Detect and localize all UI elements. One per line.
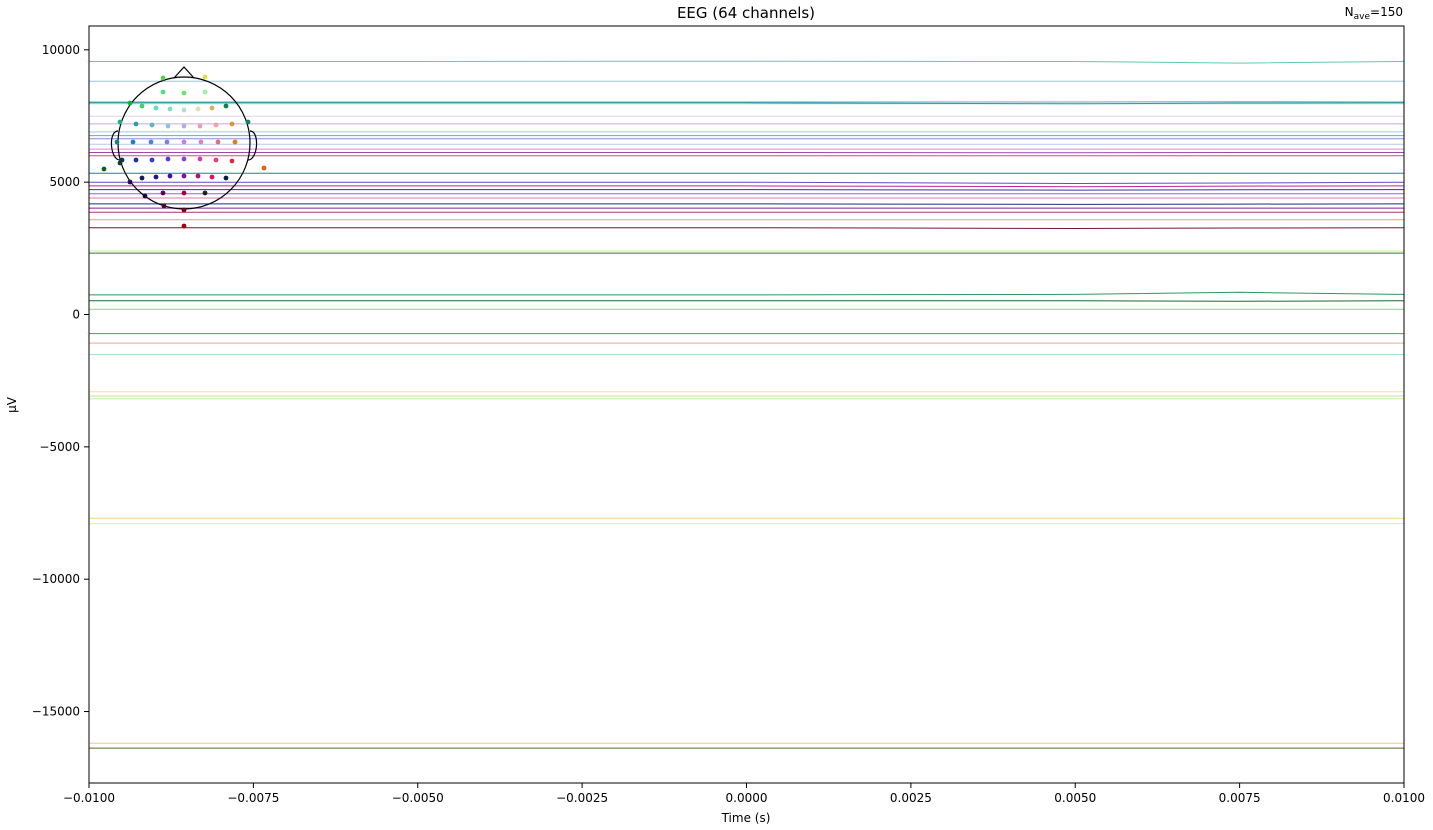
nave-suffix: =150 [1370,5,1403,19]
electrode-dot [198,139,204,145]
electrode-dot [181,139,187,145]
electrode-dot [160,75,166,81]
y-tick-label: 0 [72,308,80,322]
electrode-dot [197,123,203,129]
x-tick-label: −0.0025 [556,791,608,805]
y-axis-ticks: 10000 5000 0 −5000 −10000 −15000 [32,43,89,719]
electrode-dot [202,190,208,196]
electrode-dot [195,106,201,112]
x-tick-label: 0.0050 [1054,791,1096,805]
electrode-dot [153,174,159,180]
electrode-dot [127,179,133,185]
y-axis-label: μV [5,396,19,413]
electrode-dot [213,157,219,163]
y-tick-label: 10000 [42,43,80,57]
electrode-dot [202,74,208,80]
electrode-dot [117,160,123,166]
left-ear-outline [110,130,121,161]
electrode-dot [202,89,208,95]
electrode-dot [181,190,187,196]
electrode-dot [229,158,235,164]
nave-annotation: Nave=150 [1345,5,1403,22]
electrode-dot [213,122,219,128]
electrode-dot [181,90,187,96]
x-tick-label: 0.0025 [890,791,932,805]
electrode-dot [139,103,145,109]
channel-trace-21 [89,203,1404,205]
electrode-dot [127,100,133,106]
x-tick-label: −0.0075 [227,791,279,805]
electrode-dot [149,122,155,128]
channel-trace-16 [89,181,1404,185]
chart-title: EEG (64 channels) [677,4,815,22]
electrode-dot [197,156,203,162]
channel-trace-29 [89,300,1404,302]
x-tick-label: 0.0075 [1219,791,1261,805]
electrode-dot [181,207,187,213]
electrode-dot [245,119,251,125]
channel-trace-1 [89,60,1404,64]
electrode-dot [133,157,139,163]
nave-subscript: ave [1354,12,1371,22]
electrode-dot [161,203,167,209]
electrode-dot [181,107,187,113]
electrode-dot [130,139,136,145]
electrode-dot [153,105,159,111]
x-axis-label: Time (s) [721,811,771,825]
axes-frame [88,25,1405,784]
electrode-dot [165,156,171,162]
electrode-dot [133,121,139,127]
electrode-dot [160,89,166,95]
electrode-dot [148,139,154,145]
electrode-dot [215,139,221,145]
electrode-dot [209,174,215,180]
electrode-dot [181,223,187,229]
electrode-dot [232,139,238,145]
channel-traces [89,60,1404,749]
x-tick-label: 0.0000 [726,791,768,805]
electrode-dot [160,190,166,196]
electrode-dot [181,173,187,179]
channel-trace-18 [89,189,1404,191]
electrode-dot [167,106,173,112]
electrode-dot [181,156,187,162]
electrode-dot [142,193,148,199]
x-tick-label: 0.0100 [1383,791,1425,805]
electrode-dot [261,165,267,171]
electrode-dot [114,139,120,145]
sensor-layout-inset [101,66,267,229]
electrode-dot [181,123,187,129]
electrode-dot [223,103,229,109]
y-tick-label: −5000 [39,440,80,454]
electrode-dot [139,175,145,181]
electrode-dot [195,173,201,179]
y-tick-label: 5000 [49,175,80,189]
electrode-dot [149,157,155,163]
electrode-dot [229,121,235,127]
x-axis-ticks: −0.0100 −0.0075 −0.0050 −0.0025 0.0000 0.0025… [63,783,1425,805]
nose-outline [173,66,195,79]
x-tick-label: −0.0050 [392,791,444,805]
electrode-dot [164,139,170,145]
electrode-dot [117,119,123,125]
x-tick-label: −0.0100 [63,791,115,805]
y-tick-label: −10000 [32,572,80,586]
y-tick-label: −15000 [32,705,80,719]
channel-trace-25 [89,227,1404,230]
channel-trace-17 [89,185,1404,188]
electrode-dot [165,123,171,129]
electrode-dot [223,175,229,181]
channel-trace-5 [89,102,1404,105]
channel-trace-28 [89,291,1404,296]
plot-area [88,25,1405,784]
nave-base: N [1345,5,1354,19]
electrode-dot [167,173,173,179]
electrode-dot [101,166,107,172]
electrode-dot [209,105,215,111]
right-ear-outline [247,130,258,161]
